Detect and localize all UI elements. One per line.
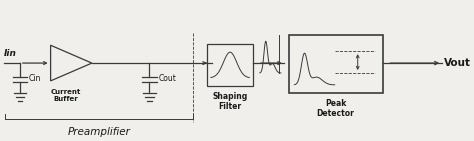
Text: Cin: Cin	[28, 74, 41, 83]
Text: Cout: Cout	[159, 74, 177, 83]
Bar	[289, 35, 383, 93]
Text: Iin: Iin	[4, 49, 17, 58]
Text: Shaping
Filter: Shaping Filter	[212, 92, 248, 111]
Text: Preamplifier: Preamplifier	[68, 127, 130, 137]
Text: Peak
Detector: Peak Detector	[317, 99, 355, 118]
Text: Current
Buffer: Current Buffer	[51, 89, 81, 102]
Bar	[207, 44, 253, 86]
Text: Vout: Vout	[444, 58, 471, 68]
